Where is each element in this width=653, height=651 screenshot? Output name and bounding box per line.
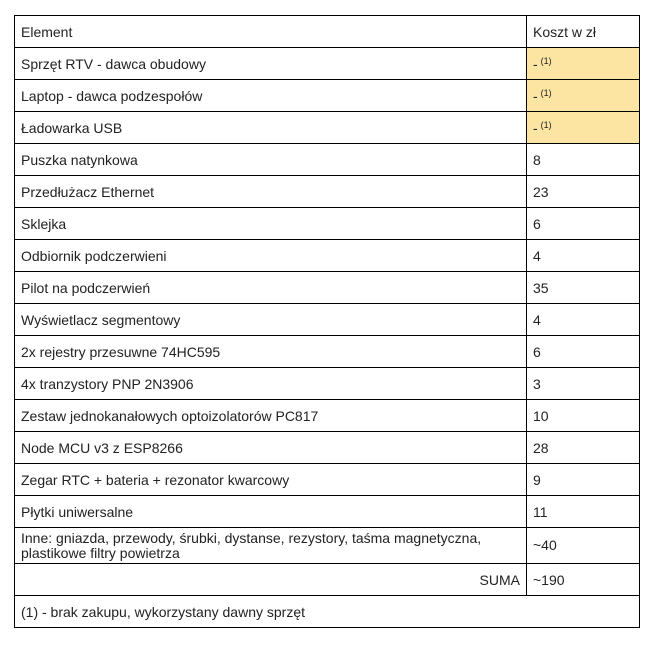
row-cost: - (1) <box>526 47 640 80</box>
row-element: Odbiornik podczerwieni <box>14 239 527 272</box>
header-cost: Koszt w zł <box>526 15 640 48</box>
row-cost: 3 <box>526 367 640 400</box>
row-element: Sklejka <box>14 207 527 240</box>
row-cost: 6 <box>526 207 640 240</box>
row-cost: 6 <box>526 335 640 368</box>
row-cost: 10 <box>526 399 640 432</box>
table-row: Sprzęt RTV - dawca obudowy - (1) <box>14 47 640 80</box>
table-row: Inne: gniazda, przewody, śrubki, dystans… <box>14 527 640 564</box>
footnote-marker: (1) <box>540 55 552 66</box>
row-cost: 35 <box>526 271 640 304</box>
table-row: 4x tranzystory PNP 2N3906 3 <box>14 367 640 400</box>
cost-table: Element Koszt w zł Sprzęt RTV - dawca ob… <box>14 15 640 628</box>
table-row: Puszka natynkowa 8 <box>14 143 640 176</box>
footnote-row: (1) - brak zakupu, wykorzystany dawny sp… <box>14 595 640 628</box>
row-cost: 23 <box>526 175 640 208</box>
row-element: Puszka natynkowa <box>14 143 527 176</box>
table-row: Sklejka 6 <box>14 207 640 240</box>
table-row: Pilot na podczerwień 35 <box>14 271 640 304</box>
row-element: Pilot na podczerwień <box>14 271 527 304</box>
row-element: Zegar RTC + bateria + rezonator kwarcowy <box>14 463 527 496</box>
sum-value: ~190 <box>526 563 640 596</box>
row-element: Zestaw jednokanałowych optoizolatorów PC… <box>14 399 527 432</box>
row-element: Inne: gniazda, przewody, śrubki, dystans… <box>14 527 527 564</box>
row-cost: 28 <box>526 431 640 464</box>
table-row: Zestaw jednokanałowych optoizolatorów PC… <box>14 399 640 432</box>
header-element: Element <box>14 15 527 48</box>
table-row: 2x rejestry przesuwne 74HC595 6 <box>14 335 640 368</box>
row-cost: 11 <box>526 495 640 528</box>
sum-row: SUMA ~190 <box>14 563 640 596</box>
row-cost: ~40 <box>526 527 640 564</box>
row-cost: 9 <box>526 463 640 496</box>
row-element: Sprzęt RTV - dawca obudowy <box>14 47 527 80</box>
table-row: Płytki uniwersalne 11 <box>14 495 640 528</box>
table-row: Ładowarka USB - (1) <box>14 111 640 144</box>
row-cost: 8 <box>526 143 640 176</box>
footnote-marker: (1) <box>540 119 552 130</box>
footnote: (1) - brak zakupu, wykorzystany dawny sp… <box>14 595 640 628</box>
row-element: 4x tranzystory PNP 2N3906 <box>14 367 527 400</box>
table-row: Node MCU v3 z ESP8266 28 <box>14 431 640 464</box>
row-element: Node MCU v3 z ESP8266 <box>14 431 527 464</box>
table-row: Zegar RTC + bateria + rezonator kwarcowy… <box>14 463 640 496</box>
table-header-row: Element Koszt w zł <box>14 15 640 48</box>
row-cost: 4 <box>526 303 640 336</box>
row-element: Płytki uniwersalne <box>14 495 527 528</box>
row-element: Laptop - dawca podzespołów <box>14 79 527 112</box>
row-cost: 4 <box>526 239 640 272</box>
sum-label: SUMA <box>14 563 527 596</box>
footnote-marker: (1) <box>540 87 552 98</box>
row-element: Wyświetlacz segmentowy <box>14 303 527 336</box>
row-element: 2x rejestry przesuwne 74HC595 <box>14 335 527 368</box>
table-row: Odbiornik podczerwieni 4 <box>14 239 640 272</box>
row-cost: - (1) <box>526 79 640 112</box>
row-cost: - (1) <box>526 111 640 144</box>
table-row: Laptop - dawca podzespołów - (1) <box>14 79 640 112</box>
table-row: Wyświetlacz segmentowy 4 <box>14 303 640 336</box>
row-element: Ładowarka USB <box>14 111 527 144</box>
table-row: Przedłużacz Ethernet 23 <box>14 175 640 208</box>
row-element: Przedłużacz Ethernet <box>14 175 527 208</box>
